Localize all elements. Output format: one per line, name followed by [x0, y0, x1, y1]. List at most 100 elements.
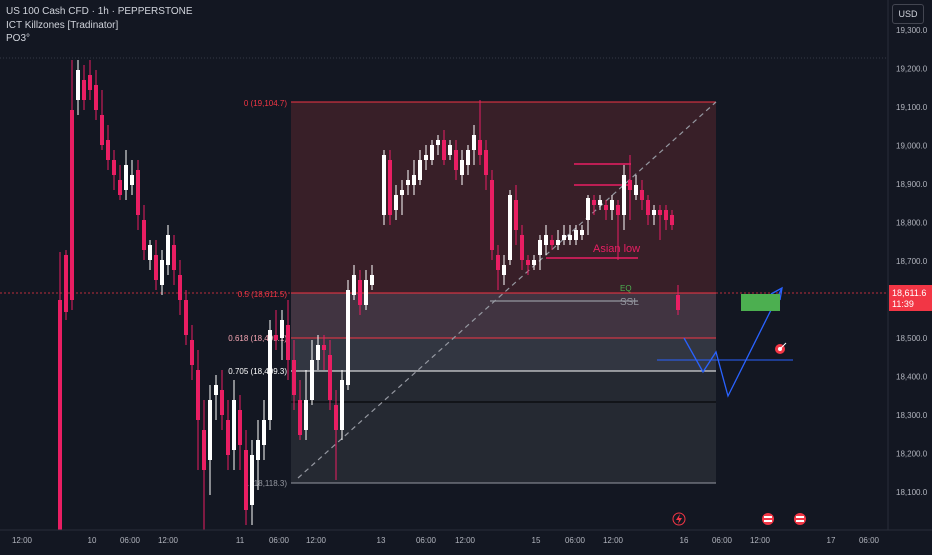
- time-tick-label: 06:00: [269, 536, 290, 545]
- bearish-candle: [244, 450, 248, 510]
- time-tick-label: 06:00: [120, 536, 141, 545]
- price-tick-label: 19,100.0: [896, 103, 928, 112]
- fib-0618-0705-zone: [291, 338, 716, 371]
- target-icon[interactable]: [775, 342, 787, 354]
- bearish-candle: [334, 405, 338, 430]
- candles-group: [58, 60, 680, 530]
- bearish-candle: [70, 110, 74, 300]
- bullish-candle: [556, 240, 560, 245]
- time-tick-label: 06:00: [416, 536, 437, 545]
- bearish-candle: [202, 430, 206, 470]
- bullish-candle: [340, 380, 344, 430]
- fib-trend-line: [297, 101, 717, 479]
- bullish-candle: [250, 455, 254, 505]
- bullish-candle: [310, 360, 314, 400]
- us-flag-event-icon[interactable]: [762, 513, 774, 525]
- bullish-candle: [148, 245, 152, 260]
- projection-arrowhead: [770, 286, 783, 301]
- bullish-candle: [304, 400, 308, 430]
- bearish-candle: [64, 255, 68, 312]
- bullish-candle: [472, 135, 476, 150]
- time-axis: 12:00 10 06:00 12:00 11 06:00 12:00 13 06:00 12:0…: [12, 536, 880, 545]
- fib-05-0618-zone: [291, 293, 716, 338]
- bullish-candle: [544, 235, 548, 245]
- bearish-candle: [322, 345, 326, 350]
- bearish-candle: [550, 240, 554, 245]
- time-tick-label: 12:00: [750, 536, 771, 545]
- bearish-candle: [172, 245, 176, 270]
- fib-label-1: 1 (18,118.3): [244, 479, 287, 488]
- bearish-candle: [112, 160, 116, 175]
- bearish-candle: [82, 80, 86, 100]
- indicator-legend-po3[interactable]: PO3°: [6, 33, 31, 44]
- bullish-candle: [124, 165, 128, 190]
- bearish-candle: [190, 340, 194, 365]
- bullish-candle: [652, 210, 656, 215]
- symbol-legend[interactable]: US 100 Cash CFD · 1h · PEPPERSTONE: [6, 6, 193, 17]
- bearish-candle: [178, 275, 182, 300]
- bearish-candle: [454, 150, 458, 170]
- currency-button[interactable]: USD: [892, 4, 924, 24]
- time-tick-label: 12:00: [306, 536, 327, 545]
- bearish-candle: [604, 205, 608, 210]
- fib-label-05: 0.5 (18,611.5): [238, 290, 288, 299]
- bullish-candle: [262, 420, 266, 445]
- time-tick-label: 11: [236, 536, 245, 545]
- time-tick-label: 06:00: [712, 536, 733, 545]
- bullish-candle: [502, 265, 506, 275]
- indicator-legend-killzones[interactable]: ICT Killzones [Tradinator]: [6, 20, 119, 31]
- bullish-candle: [466, 150, 470, 165]
- bearish-candle: [658, 210, 662, 215]
- time-tick-label: 16: [680, 536, 689, 545]
- bullish-candle: [160, 260, 164, 285]
- bullish-candle: [586, 198, 590, 220]
- bearish-candle: [520, 235, 524, 260]
- price-tick-label: 18,300.0: [896, 411, 928, 420]
- bullish-candle: [568, 235, 572, 240]
- us-flag-event-icon[interactable]: [794, 513, 806, 525]
- bearish-candle: [100, 115, 104, 145]
- bullish-candle: [424, 155, 428, 160]
- bearish-candle: [484, 150, 488, 175]
- bearish-candle: [496, 255, 500, 270]
- bullish-candle: [406, 180, 410, 185]
- bearish-candle: [646, 200, 650, 215]
- bearish-candle: [670, 215, 674, 225]
- bullish-candle: [394, 195, 398, 210]
- time-tick-label: 17: [827, 536, 836, 545]
- time-tick-label: 12:00: [603, 536, 624, 545]
- bearish-candle: [88, 75, 92, 90]
- bullish-candle: [352, 275, 356, 295]
- price-tick-label: 19,200.0: [896, 65, 928, 74]
- bearish-candle: [292, 360, 296, 395]
- fib-discount-zone: [291, 371, 716, 483]
- current-price-badge: 18,611.6 11:39: [889, 285, 932, 311]
- bullish-candle: [166, 235, 170, 265]
- bullish-candle: [622, 175, 626, 215]
- bearish-candle: [478, 140, 482, 155]
- bullish-candle: [268, 330, 272, 420]
- bearish-candle: [664, 210, 668, 220]
- bullish-candle: [76, 70, 80, 100]
- price-tick-label: 18,500.0: [896, 334, 928, 343]
- time-tick-label: 12:00: [455, 536, 476, 545]
- bullish-candle: [538, 240, 542, 255]
- price-tick-label: 19,300.0: [896, 26, 928, 35]
- bearish-candle: [592, 200, 596, 205]
- fib-label-0705: 0.705 (18,409.3): [228, 367, 287, 376]
- bearish-candle: [142, 220, 146, 250]
- bullish-candle: [574, 230, 578, 240]
- bullish-candle: [634, 185, 638, 195]
- bearish-candle: [220, 390, 224, 415]
- lightning-event-icon[interactable]: [672, 512, 686, 526]
- bearish-candle: [676, 295, 680, 310]
- bearish-candle: [58, 300, 62, 530]
- bearish-candle: [628, 180, 632, 190]
- bullish-candle: [346, 290, 350, 385]
- bearish-candle: [616, 205, 620, 215]
- bullish-candle: [256, 440, 260, 460]
- bearish-candle: [196, 370, 200, 420]
- time-tick-label: 06:00: [859, 536, 880, 545]
